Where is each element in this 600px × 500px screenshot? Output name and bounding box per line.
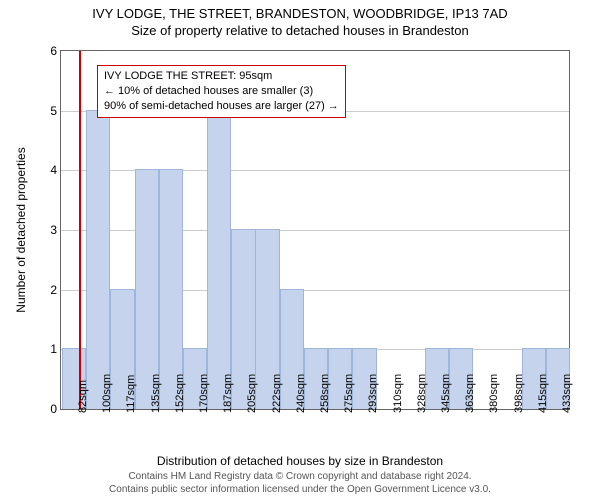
x-tick-label: 275sqm [343, 374, 355, 413]
footer-attribution: Contains HM Land Registry data © Crown c… [10, 471, 590, 496]
x-tick-label: 170sqm [198, 374, 210, 413]
x-tick-label: 380sqm [488, 374, 500, 413]
x-tick-label: 258sqm [319, 374, 331, 413]
x-tick-label: 293sqm [367, 374, 379, 413]
reference-line [79, 51, 81, 409]
footer-line1: Contains HM Land Registry data © Crown c… [128, 471, 471, 482]
chart-plot-area: 012345682sqm100sqm117sqm135sqm152sqm170s… [60, 50, 570, 410]
x-tick-label: 100sqm [101, 374, 113, 413]
y-tick-label: 1 [41, 342, 57, 356]
x-axis-label: Distribution of detached houses by size … [0, 454, 600, 468]
x-tick-label: 345sqm [440, 374, 452, 413]
x-tick-label: 187sqm [222, 374, 234, 413]
histogram-bar [207, 110, 231, 409]
x-tick-label: 310sqm [392, 374, 404, 413]
x-tick-label: 135sqm [150, 374, 162, 413]
x-tick-label: 433sqm [561, 374, 573, 413]
x-tick-label: 240sqm [295, 374, 307, 413]
y-tick-label: 4 [41, 163, 57, 177]
x-tick-label: 328sqm [416, 374, 428, 413]
x-tick-label: 205sqm [246, 374, 258, 413]
annotation-callout: IVY LODGE THE STREET: 95sqm← 10% of deta… [97, 65, 346, 118]
x-tick-label: 152sqm [174, 374, 186, 413]
annotation-line2: ← 10% of detached houses are smaller (3) [104, 84, 339, 99]
x-tick-label: 398sqm [513, 374, 525, 413]
footer-line2: Contains public sector information licen… [109, 484, 491, 495]
x-tick-label: 363sqm [464, 374, 476, 413]
y-tick-label: 3 [41, 223, 57, 237]
x-tick-label: 222sqm [271, 374, 283, 413]
chart-title-line2: Size of property relative to detached ho… [0, 21, 600, 38]
annotation-line1: IVY LODGE THE STREET: 95sqm [104, 69, 339, 84]
x-tick-label: 117sqm [125, 375, 137, 413]
y-tick-label: 2 [41, 283, 57, 297]
y-axis-label: Number of detached properties [14, 147, 28, 312]
annotation-line3: 90% of semi-detached houses are larger (… [104, 99, 339, 114]
x-tick-label: 415sqm [537, 374, 549, 413]
y-tick-label: 6 [41, 44, 57, 58]
y-tick-label: 5 [41, 104, 57, 118]
x-tick-label: 82sqm [77, 380, 89, 413]
y-tick-label: 0 [41, 402, 57, 416]
histogram-bar [86, 110, 110, 409]
chart-title-line1: IVY LODGE, THE STREET, BRANDESTON, WOODB… [0, 0, 600, 21]
